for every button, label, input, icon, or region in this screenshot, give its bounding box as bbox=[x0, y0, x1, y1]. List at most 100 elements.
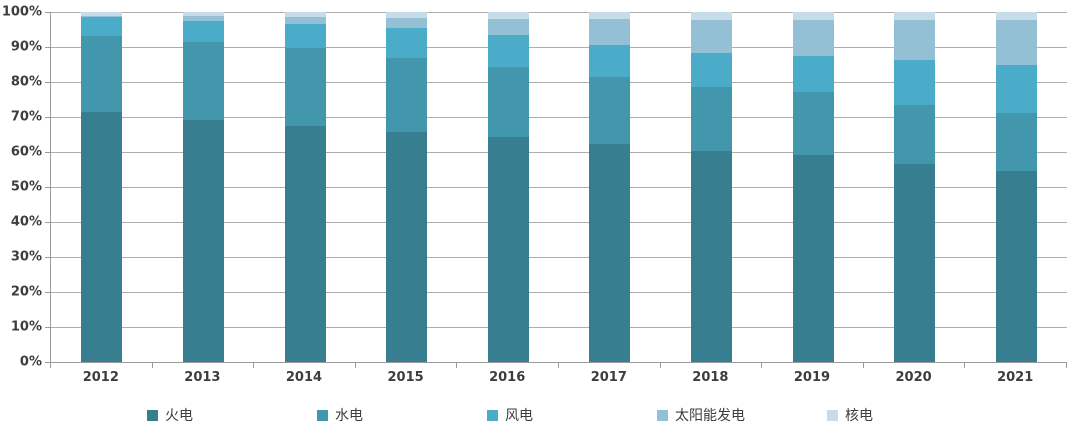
legend-label: 火电 bbox=[165, 408, 193, 424]
bar-segment-2019-火电[interactable] bbox=[792, 154, 834, 362]
y-axis-tick-mark bbox=[45, 152, 50, 153]
y-axis-tick-mark bbox=[45, 47, 50, 48]
y-axis-tick-mark bbox=[45, 187, 50, 188]
bar-2014[interactable] bbox=[284, 12, 326, 362]
bar-segment-2014-太阳能发电[interactable] bbox=[284, 17, 326, 24]
bar-2021[interactable] bbox=[995, 12, 1037, 362]
bar-segment-2021-太阳能发电[interactable] bbox=[995, 19, 1037, 65]
bar-2015[interactable] bbox=[386, 12, 428, 362]
bar-segment-2020-风电[interactable] bbox=[894, 60, 936, 106]
bar-segment-2012-火电[interactable] bbox=[81, 111, 123, 362]
bar-segment-2016-火电[interactable] bbox=[487, 136, 529, 362]
x-axis-tick-mark bbox=[253, 363, 255, 368]
bar-segment-2014-核电[interactable] bbox=[284, 12, 326, 18]
bar-segment-2019-风电[interactable] bbox=[792, 56, 834, 93]
bar-2017[interactable] bbox=[589, 12, 631, 362]
x-axis-tick-mark bbox=[354, 363, 356, 368]
y-axis-tick-mark bbox=[45, 222, 50, 223]
y-axis-tick-label: 0% bbox=[19, 354, 42, 370]
bar-segment-2016-水电[interactable] bbox=[487, 66, 529, 137]
x-axis-tick-mark bbox=[456, 363, 458, 368]
y-axis-tick-label: 30% bbox=[10, 249, 42, 265]
bar-segment-2012-太阳能发电[interactable] bbox=[81, 15, 123, 17]
legend-label: 水电 bbox=[335, 408, 363, 424]
bar-segment-2012-风电[interactable] bbox=[81, 16, 123, 36]
x-axis-tick-mark bbox=[862, 363, 864, 368]
bar-segment-2017-火电[interactable] bbox=[589, 144, 631, 362]
bar-segment-2017-太阳能发电[interactable] bbox=[589, 19, 631, 45]
bar-2018[interactable] bbox=[690, 12, 732, 362]
bar-segment-2014-水电[interactable] bbox=[284, 48, 326, 126]
x-axis-tick-mark bbox=[761, 363, 763, 368]
bar-segment-2015-水电[interactable] bbox=[386, 58, 428, 132]
bar-segment-2016-核电[interactable] bbox=[487, 12, 529, 19]
legend-item-风电[interactable]: 风电 bbox=[487, 405, 657, 425]
bar-segment-2020-火电[interactable] bbox=[894, 163, 936, 362]
y-axis-tick-label: 40% bbox=[10, 214, 42, 230]
bar-2012[interactable] bbox=[81, 12, 123, 362]
bar-segment-2013-水电[interactable] bbox=[182, 42, 224, 121]
bar-segment-2018-水电[interactable] bbox=[690, 86, 732, 152]
legend-item-水电[interactable]: 水电 bbox=[317, 405, 487, 425]
legend-label: 风电 bbox=[505, 408, 533, 424]
bar-2016[interactable] bbox=[487, 12, 529, 362]
bar-segment-2013-太阳能发电[interactable] bbox=[182, 16, 224, 21]
y-axis-tick-label: 20% bbox=[10, 284, 42, 300]
bar-segment-2015-火电[interactable] bbox=[386, 131, 428, 362]
legend-item-太阳能发电[interactable]: 太阳能发电 bbox=[657, 405, 827, 425]
x-axis-tick-label: 2013 bbox=[184, 370, 221, 385]
bar-segment-2014-风电[interactable] bbox=[284, 23, 326, 49]
bar-segment-2021-核电[interactable] bbox=[995, 12, 1037, 20]
x-axis-tick-mark bbox=[1066, 363, 1067, 368]
y-axis-tick-label: 60% bbox=[10, 144, 42, 160]
gridline-30 bbox=[51, 256, 1067, 258]
bar-segment-2013-核电[interactable] bbox=[182, 12, 224, 17]
bar-segment-2012-水电[interactable] bbox=[81, 35, 123, 112]
bar-segment-2014-火电[interactable] bbox=[284, 125, 326, 362]
x-axis-tick-mark bbox=[151, 363, 153, 368]
legend-swatch-icon bbox=[487, 409, 498, 421]
y-axis-tick-label: 90% bbox=[10, 39, 42, 55]
bar-segment-2020-水电[interactable] bbox=[894, 105, 936, 164]
bar-segment-2017-核电[interactable] bbox=[589, 12, 631, 19]
gridline-80 bbox=[51, 81, 1067, 83]
bar-2013[interactable] bbox=[182, 12, 224, 362]
bar-segment-2017-水电[interactable] bbox=[589, 76, 631, 145]
y-axis-tick-mark bbox=[45, 12, 50, 13]
bar-segment-2016-风电[interactable] bbox=[487, 35, 529, 67]
x-axis-tick-label: 2019 bbox=[793, 370, 831, 385]
x-axis-tick-label: 2017 bbox=[590, 370, 627, 385]
gridline-10 bbox=[51, 326, 1067, 328]
bar-segment-2019-核电[interactable] bbox=[792, 12, 834, 21]
y-axis-tick-label: 50% bbox=[10, 179, 42, 195]
legend-item-火电[interactable]: 火电 bbox=[147, 405, 317, 425]
bar-segment-2018-核电[interactable] bbox=[690, 12, 732, 21]
bar-segment-2015-核电[interactable] bbox=[386, 12, 428, 19]
bar-segment-2019-太阳能发电[interactable] bbox=[792, 20, 834, 57]
bar-segment-2018-火电[interactable] bbox=[690, 151, 732, 362]
bar-2019[interactable] bbox=[792, 12, 834, 362]
bar-segment-2020-太阳能发电[interactable] bbox=[894, 20, 936, 61]
bar-segment-2018-太阳能发电[interactable] bbox=[690, 20, 732, 53]
bar-segment-2015-风电[interactable] bbox=[386, 28, 428, 59]
y-axis-tick-mark bbox=[45, 257, 50, 258]
bar-segment-2012-核电[interactable] bbox=[81, 12, 123, 16]
gridline-60 bbox=[51, 151, 1067, 153]
x-axis-tick-mark bbox=[50, 363, 51, 368]
bar-segment-2013-火电[interactable] bbox=[182, 120, 224, 362]
bar-segment-2017-风电[interactable] bbox=[589, 44, 631, 77]
bar-segment-2018-风电[interactable] bbox=[690, 52, 732, 87]
bar-2020[interactable] bbox=[894, 12, 936, 362]
bar-segment-2015-太阳能发电[interactable] bbox=[386, 18, 428, 29]
bar-segment-2019-水电[interactable] bbox=[792, 92, 834, 155]
legend-item-核电[interactable]: 核电 bbox=[827, 405, 873, 425]
bar-segment-2020-核电[interactable] bbox=[894, 12, 936, 21]
bar-segment-2021-火电[interactable] bbox=[995, 170, 1037, 362]
bar-segment-2021-风电[interactable] bbox=[995, 64, 1037, 114]
bar-segment-2013-风电[interactable] bbox=[182, 20, 224, 43]
legend: 火电 水电 风电 太阳能发电 核电 bbox=[147, 402, 1080, 428]
bar-segment-2021-水电[interactable] bbox=[995, 113, 1037, 171]
gridline-20 bbox=[51, 291, 1067, 293]
bar-segment-2016-太阳能发电[interactable] bbox=[487, 18, 529, 36]
x-axis-tick-label: 2018 bbox=[692, 370, 729, 385]
